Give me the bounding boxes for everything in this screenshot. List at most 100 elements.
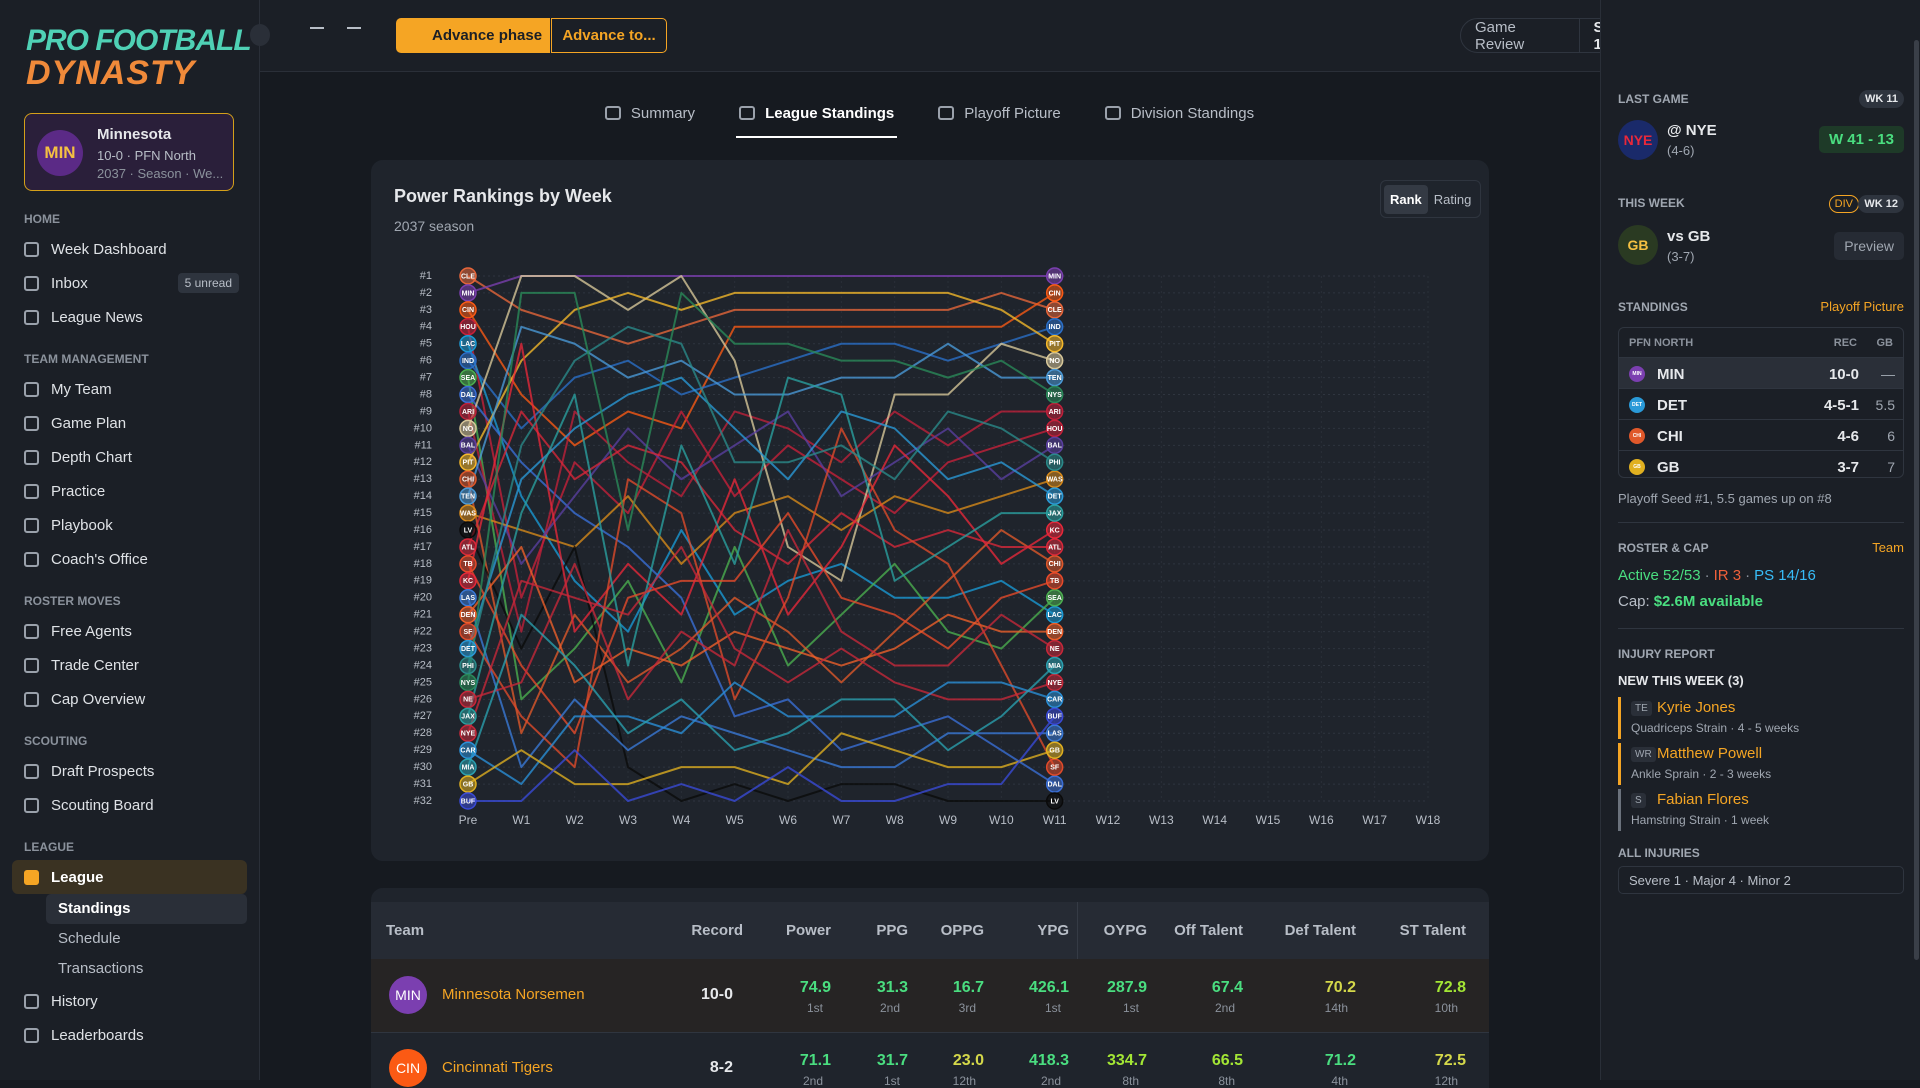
divider [1077, 902, 1078, 959]
rank-line [467, 410, 1055, 633]
nav-item[interactable]: Free Agents [12, 614, 247, 648]
nav-label: Depth Chart [51, 448, 132, 466]
stat-value: 334.7 [1106, 1052, 1147, 1069]
y-tick-label: #14 [414, 490, 432, 502]
team-marker [1045, 707, 1064, 726]
column-header: Off Talent [1174, 922, 1243, 939]
nav-item[interactable]: Coach's Office [12, 542, 247, 576]
team-marker-label: BUF [1047, 714, 1062, 721]
nav-item[interactable]: Trade Center [12, 648, 247, 682]
nav-item[interactable]: Cap Overview [12, 682, 247, 716]
nav-subitem[interactable]: Transactions [58, 960, 144, 977]
team-marker [1045, 639, 1064, 658]
nav-subitem[interactable]: Schedule [58, 930, 121, 947]
injury-summary[interactable]: Severe 1 · Major 4 · Minor 2 [1618, 866, 1904, 894]
stat-rank: 4th [1331, 1074, 1348, 1088]
icon [24, 993, 39, 1009]
rank-line [467, 377, 1056, 701]
nav-subitem[interactable]: Standings [46, 894, 247, 924]
team-name[interactable]: Minnesota Norsemen [442, 986, 585, 1003]
advance-to-button[interactable]: Advance to... [551, 18, 667, 53]
division-row: CHI CHI 4-6 6 [1619, 419, 1903, 451]
tab[interactable]: Playoff Picture [935, 90, 1063, 138]
nav-item[interactable]: Week Dashboard [12, 232, 247, 266]
x-tick-label: W9 [939, 813, 957, 827]
nav-item[interactable]: League [12, 860, 247, 894]
division-table: PFN NORTH REC GB MIN MIN 10-0 — DET DET 4-5-1 5.5 C… [1618, 327, 1904, 478]
team-marker-label: SF [464, 629, 474, 636]
nav-item[interactable]: Depth Chart [12, 440, 247, 474]
team-marker-label: SF [1050, 764, 1060, 771]
toggle-option[interactable]: Rating [1433, 191, 1472, 207]
section-heading: LAST GAME [1618, 92, 1689, 106]
icon [24, 551, 39, 567]
nav-item[interactable]: Playbook [12, 508, 247, 542]
team-name[interactable]: Cincinnati Tigers [442, 1059, 553, 1076]
team-marker [459, 741, 477, 759]
stat-rank: 3rd [958, 1001, 976, 1015]
injury-item[interactable]: S Fabian Flores Hamstring Strain · 1 week [1618, 789, 1904, 831]
team-marker [1045, 301, 1064, 319]
mini-badge: MIN [1629, 366, 1645, 382]
chart-subtitle: 2037 season [394, 218, 475, 234]
team-marker-label: DEN [461, 612, 476, 619]
injury-item[interactable]: TE Kyrie Jones Quadriceps Strain · 4 - 5 w… [1618, 697, 1904, 739]
team-marker [1045, 504, 1064, 522]
stat-value: 66.5 [1211, 1052, 1243, 1069]
game-review[interactable]: Game Review [1461, 18, 1580, 53]
forward-button[interactable] [347, 27, 361, 29]
nav-item[interactable]: Inbox 5 unread [12, 266, 247, 300]
icon [24, 415, 39, 431]
team-marker-label: LAS [461, 595, 475, 602]
tab[interactable]: Division Standings [1102, 90, 1257, 138]
nav-item[interactable]: My Team [12, 372, 247, 406]
rec: 10-0 [1828, 366, 1859, 383]
tab-label: Division Standings [1130, 104, 1255, 122]
table-row[interactable]: MIN Minnesota Norsemen 10-0 74.9 1st 31.3 2nd 1… [371, 959, 1489, 1033]
stat-rank: 12th [1434, 1074, 1458, 1088]
injury-item[interactable]: WR Matthew Powell Ankle Sprain · 2 - 3 wee… [1618, 743, 1904, 785]
column-header: REC [1833, 337, 1857, 349]
gb: 6 [1887, 428, 1895, 444]
y-tick-label: #30 [414, 761, 432, 773]
rank-line [467, 529, 1055, 802]
icon [938, 106, 955, 120]
y-tick-label: #2 [420, 287, 432, 299]
nav-badge: 5 unread [177, 273, 239, 293]
tab[interactable]: League Standings [736, 90, 898, 138]
rank-line [468, 715, 1056, 802]
nav-item[interactable]: History [12, 984, 247, 1018]
rank-line [467, 376, 1055, 717]
gb: 7 [1887, 459, 1895, 475]
team-card[interactable]: MIN Minnesota 10-0 · PFN North 2037 · Seaso… [24, 113, 234, 191]
preview-button[interactable]: Preview [1834, 232, 1904, 260]
record: 8-2 [709, 1059, 733, 1076]
stat-value: 418.3 [1028, 1052, 1069, 1069]
nav-item[interactable]: Leaderboards [12, 1018, 247, 1052]
x-tick-label: W15 [1256, 813, 1281, 827]
x-tick-label: W10 [989, 813, 1014, 827]
nav-item[interactable]: Draft Prospects [12, 754, 247, 788]
team-marker [459, 605, 477, 624]
icon [24, 483, 39, 499]
toggle-option[interactable]: Rank [1384, 184, 1428, 214]
icon [24, 309, 39, 325]
nav-item[interactable]: Game Plan [12, 406, 247, 440]
nav-item[interactable]: Practice [12, 474, 247, 508]
team-marker [459, 724, 477, 743]
team: MIN [1657, 366, 1685, 383]
playoff-link[interactable]: Playoff Picture [1820, 299, 1904, 314]
team-marker-label: CIN [1049, 290, 1061, 297]
result: W 41 - 13 [1818, 126, 1904, 153]
divider [1618, 522, 1904, 523]
nav-item[interactable]: Scouting Board [12, 788, 247, 822]
collapse-button[interactable] [250, 24, 270, 46]
y-tick-label: #6 [420, 355, 432, 367]
team-link[interactable]: Team [1872, 540, 1904, 555]
nav-item[interactable]: League News [12, 300, 247, 334]
advance-button[interactable]: Advance phase [396, 18, 550, 53]
back-button[interactable] [310, 27, 324, 29]
tab[interactable]: Summary [602, 90, 698, 138]
team-marker-label: IND [1049, 324, 1061, 331]
